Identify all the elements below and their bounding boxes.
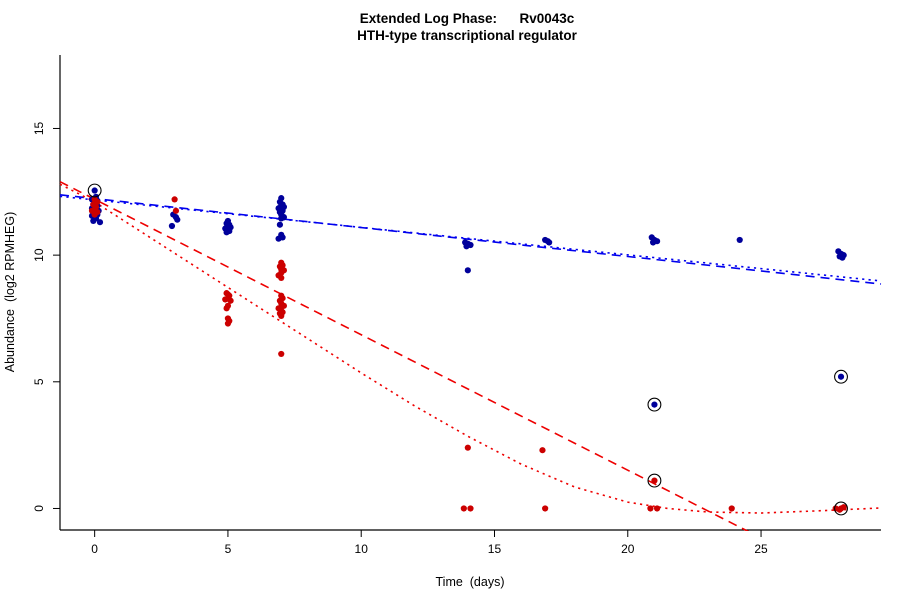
chart-title-line2: HTH-type transcriptional regulator bbox=[357, 28, 578, 43]
outlier-point bbox=[837, 373, 845, 380]
red-condition-point bbox=[172, 207, 180, 214]
red-condition-point bbox=[539, 447, 546, 454]
x-axis-title: Time (days) bbox=[436, 575, 505, 589]
blue-condition-point bbox=[736, 236, 743, 244]
red-condition-point bbox=[227, 297, 234, 304]
blue-condition-point bbox=[223, 229, 230, 236]
blue-dashed-fit bbox=[59, 194, 882, 285]
red-dashed-fit bbox=[59, 180, 750, 531]
x-tick-label: 10 bbox=[355, 542, 369, 556]
red-condition-point bbox=[460, 505, 467, 512]
outlier-point bbox=[651, 477, 658, 484]
red-condition-point bbox=[278, 274, 285, 282]
red-condition-point bbox=[278, 312, 285, 320]
blue-condition-point bbox=[174, 216, 181, 223]
x-tick-label: 25 bbox=[754, 542, 768, 556]
red-condition-point bbox=[222, 296, 229, 303]
red-condition-point bbox=[91, 211, 98, 218]
outlier-ring-icon bbox=[834, 369, 848, 384]
red-condition-point bbox=[467, 505, 474, 512]
red-condition-point bbox=[223, 305, 230, 312]
red-condition-point bbox=[728, 505, 735, 512]
outlier-ring-icon bbox=[647, 397, 662, 412]
outlier-point bbox=[91, 187, 98, 194]
blue-condition-point bbox=[168, 222, 176, 230]
x-tick-label: 20 bbox=[621, 542, 635, 556]
y-axis-title: Abundance (log2 RPMHEG) bbox=[3, 212, 17, 373]
y-tick-label: 0 bbox=[32, 505, 46, 512]
outlier-ring-icon bbox=[834, 501, 848, 516]
chart-title-line1: Extended Log Phase: Rv0043c bbox=[360, 11, 575, 26]
red-dotted-fit bbox=[59, 183, 882, 514]
red-condition-point bbox=[464, 444, 471, 451]
y-tick-label: 5 bbox=[32, 378, 46, 385]
blue-condition-point bbox=[90, 217, 97, 225]
x-tick-label: 15 bbox=[488, 542, 502, 556]
y-tick-label: 15 bbox=[32, 121, 46, 135]
red-condition-point bbox=[171, 196, 178, 203]
red-condition-point bbox=[542, 505, 549, 512]
red-condition-point bbox=[278, 350, 285, 358]
red-condition-point bbox=[647, 505, 654, 512]
plot-clip-group bbox=[59, 180, 882, 531]
red-condition-point bbox=[653, 505, 661, 512]
outlier-ring-icon bbox=[647, 473, 662, 488]
red-condition-point bbox=[224, 320, 232, 327]
y-tick-label: 10 bbox=[32, 248, 46, 262]
blue-condition-point bbox=[463, 243, 470, 250]
outlier-ring-icon bbox=[87, 183, 102, 198]
blue-condition-point bbox=[275, 235, 282, 242]
plot-area: 0 5 10 15 20 25 0 5 10 15 bbox=[32, 55, 882, 556]
outlier-point bbox=[651, 401, 658, 408]
blue-condition-point bbox=[464, 267, 471, 274]
blue-condition-point bbox=[96, 219, 104, 226]
blue-condition-point bbox=[649, 239, 657, 246]
blue-condition-point bbox=[546, 239, 553, 246]
blue-condition-point bbox=[278, 215, 285, 222]
blue-condition-point bbox=[276, 221, 284, 228]
x-tick-label: 0 bbox=[91, 542, 98, 556]
outlier-point bbox=[837, 505, 845, 512]
blue-condition-point bbox=[839, 254, 846, 261]
x-tick-label: 5 bbox=[225, 542, 232, 556]
